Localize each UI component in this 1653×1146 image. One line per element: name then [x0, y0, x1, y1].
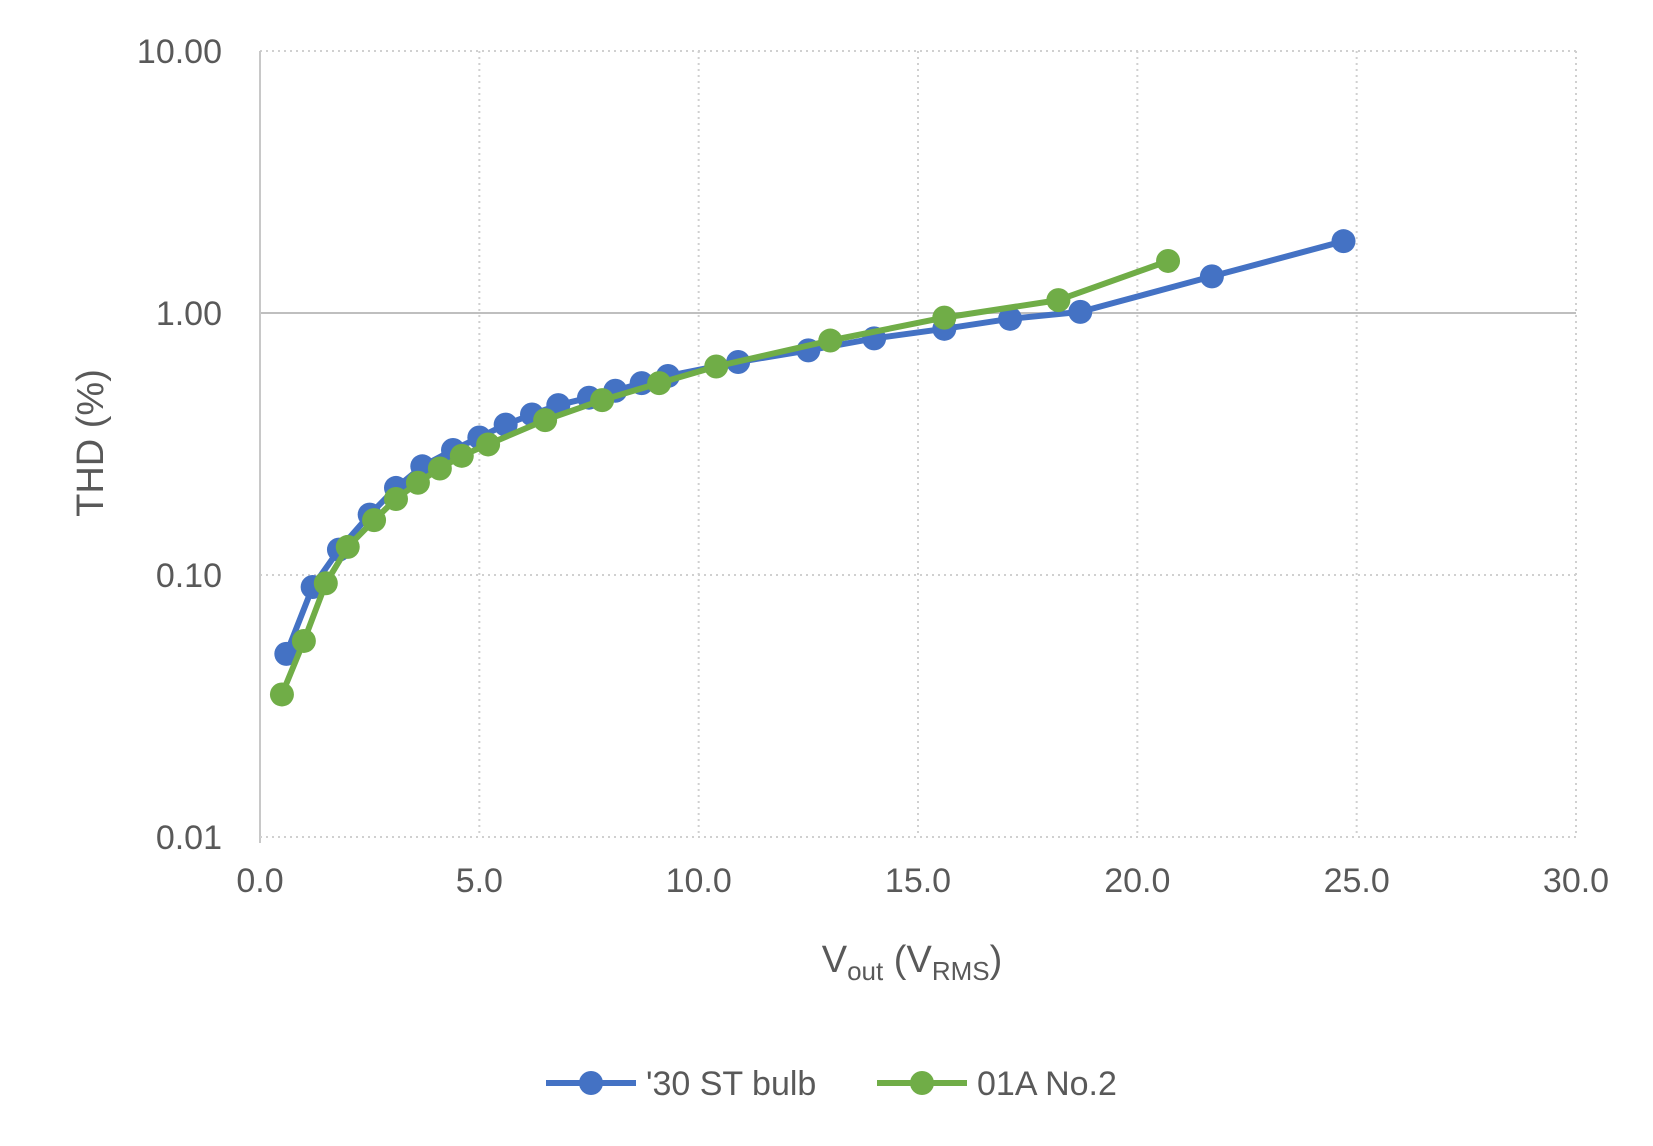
legend: '30 ST bulb 01A No.2: [546, 1065, 1117, 1103]
data-point: [1331, 229, 1356, 254]
data-point: [533, 408, 558, 433]
y-tick-label: 0.10: [156, 557, 222, 595]
data-point: [1046, 288, 1071, 313]
data-point: [405, 470, 430, 495]
legend-item-series-1: '30 ST bulb: [546, 1065, 816, 1103]
data-point: [291, 628, 316, 653]
data-point: [590, 388, 615, 413]
x-axis-title-main: V: [822, 939, 848, 981]
series-layer: [269, 229, 1356, 707]
data-point: [269, 682, 294, 707]
data-point: [427, 456, 452, 481]
data-point: [932, 305, 957, 330]
legend-label: 01A No.2: [977, 1065, 1117, 1103]
data-point: [1199, 264, 1224, 289]
legend-item-series-2: 01A No.2: [877, 1065, 1117, 1103]
y-tick-label: 10.00: [137, 33, 222, 71]
legend-label: '30 ST bulb: [646, 1065, 816, 1103]
data-point: [274, 641, 299, 666]
x-axis-title-sub-out: out: [847, 956, 884, 986]
legend-swatch-marker: [579, 1071, 603, 1095]
data-point: [647, 371, 672, 396]
legend-swatch-marker: [910, 1071, 934, 1095]
x-tick-label: 0.0: [236, 862, 283, 900]
data-point: [476, 432, 501, 457]
grid-layer: [260, 50, 1577, 837]
x-axis-title: Vout (VRMS): [822, 939, 1003, 986]
data-point: [449, 443, 474, 468]
data-point: [818, 328, 843, 353]
series-1: [274, 229, 1356, 666]
x-tick-label: 5.0: [456, 862, 503, 900]
series-2: [269, 248, 1181, 707]
x-axis-title-mid: (V: [883, 939, 932, 981]
data-point: [1068, 299, 1093, 324]
x-tick-label: 25.0: [1324, 862, 1390, 900]
data-point: [998, 306, 1023, 331]
x-tick-label: 15.0: [885, 862, 951, 900]
y-tick-label: 1.00: [156, 295, 222, 333]
data-point: [313, 571, 338, 596]
x-axis-title-sub-rms: RMS: [932, 956, 990, 986]
axis-layer: 0.0 5.0 10.0 15.0 20.0 25.0 30.0 0.01 0.10 1.00 10…: [137, 33, 1609, 900]
y-tick-label: 0.01: [156, 819, 222, 857]
data-point: [335, 534, 360, 559]
x-axis-title-end: ): [990, 939, 1003, 981]
x-tick-label: 30.0: [1543, 862, 1609, 900]
data-point: [383, 487, 408, 512]
data-point: [493, 412, 518, 437]
data-point: [362, 508, 387, 533]
x-tick-label: 20.0: [1104, 862, 1170, 900]
data-point: [704, 354, 729, 379]
x-tick-label: 10.0: [666, 862, 732, 900]
y-axis-title: THD (%): [70, 369, 112, 517]
data-point: [1156, 248, 1181, 273]
